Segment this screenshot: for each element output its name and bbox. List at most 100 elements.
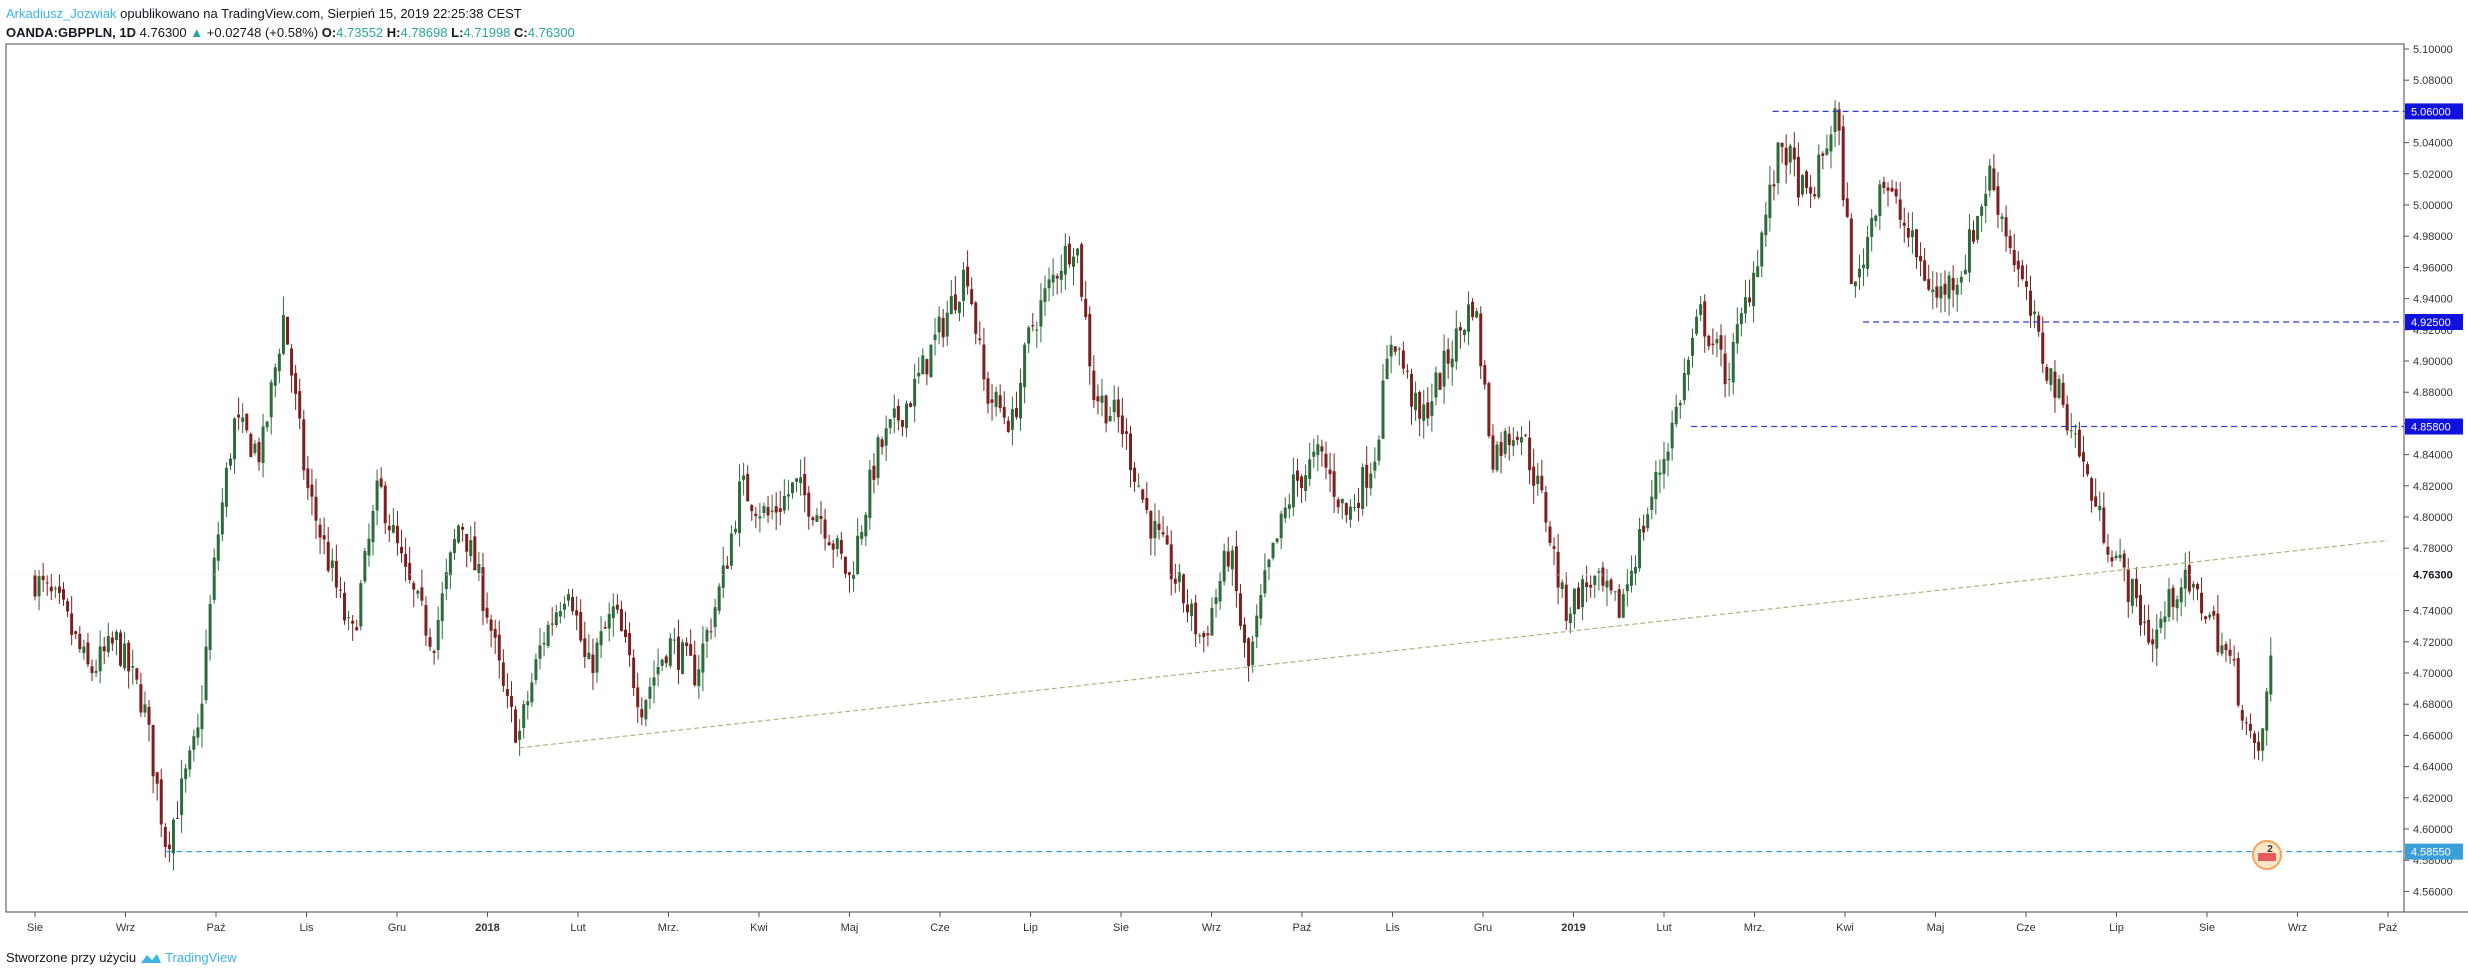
candle-body (1014, 408, 1018, 418)
time-axis[interactable]: Sie Wrz Paź Lis Gru 2018 Lut Mrz. Kwi Maj Cze Lip Si… (27, 912, 2397, 934)
candle-body (1695, 316, 1699, 334)
candle-body (1760, 232, 1764, 267)
candle-body (2037, 315, 2041, 332)
candle-body (1792, 147, 1796, 160)
level-price-label: 4.85800 (2411, 422, 2451, 434)
candle-body (1739, 313, 1743, 325)
candle-body (562, 603, 566, 610)
candle-body (102, 646, 106, 652)
candle-body (1605, 580, 1609, 588)
candle-body (1467, 304, 1471, 332)
candle-body (1772, 184, 1776, 187)
price-axis[interactable]: 5.10000 5.08000 5.06000 5.04000 5.02000 5.000… (2404, 44, 2453, 898)
tradingview-brand[interactable]: TradingView (140, 950, 237, 965)
candle-body (1063, 245, 1067, 275)
candle-body (575, 610, 579, 616)
candle-body (1568, 613, 1572, 624)
candle-body (591, 654, 595, 674)
candle-body (856, 535, 860, 575)
price-tick-label: 4.94000 (2413, 294, 2453, 306)
candle-body (929, 344, 933, 378)
candle-body (1642, 525, 1646, 533)
candle-body (558, 611, 562, 617)
candle-body (1291, 474, 1295, 508)
candle-body (522, 704, 526, 728)
candle-body (1788, 145, 1792, 163)
events-badge[interactable]: 2 (2252, 840, 2282, 870)
candle-body (632, 657, 636, 689)
candle-body (1002, 406, 1006, 418)
candle-body (167, 844, 171, 850)
candle-body (2041, 332, 2045, 364)
candle-body (1312, 451, 1316, 457)
candle-body (1283, 507, 1287, 519)
candle-body (2216, 613, 2220, 652)
candle-body (1743, 297, 1747, 314)
candle-body (1194, 602, 1198, 635)
candle-body (1658, 472, 1662, 475)
candle-body (1328, 469, 1332, 475)
candle-body (253, 443, 257, 453)
tradingview-logo-icon (141, 953, 162, 963)
candle-body (1984, 193, 1988, 207)
candle-body (1996, 186, 2000, 215)
candle-body (1914, 229, 1918, 258)
candle-body (1410, 373, 1414, 407)
candle-body (917, 372, 921, 377)
candle-body (395, 525, 399, 544)
candle-body (1536, 475, 1540, 485)
candle-body (2065, 404, 2069, 431)
candle-body (750, 505, 754, 512)
symbol-label[interactable]: OANDA:GBPPLN, 1D (6, 25, 137, 40)
candle-body (1487, 383, 1491, 437)
candle-body (1336, 499, 1340, 508)
author-link[interactable]: Arkadiusz_Jozwiak (6, 6, 117, 21)
candle-body (811, 517, 815, 521)
candle-body (1006, 420, 1010, 432)
candle-body (2204, 616, 2208, 620)
candle-body (1715, 339, 1719, 344)
candle-body (1919, 255, 1923, 262)
candle-body (428, 637, 432, 647)
candle-body (831, 543, 835, 550)
candle-body (1980, 206, 1984, 216)
candle-body (53, 588, 57, 590)
candle-body (1483, 365, 1487, 385)
candle-body (216, 534, 220, 561)
time-tick-label: Lip (2109, 922, 2124, 934)
last-price: 4.76300 (139, 25, 187, 40)
candle-body (1234, 546, 1238, 592)
candle-body (721, 565, 725, 588)
candle-body (45, 582, 49, 584)
candle-body (949, 296, 953, 315)
candle-body (1422, 404, 1426, 421)
time-tick-label: Lut (570, 922, 585, 934)
candle-body (941, 317, 945, 338)
candle-body (2163, 616, 2167, 623)
candle-body (371, 510, 375, 543)
candle-body (1780, 142, 1784, 147)
last-price-label: 4.76300 (2413, 570, 2453, 582)
candle-body (1365, 464, 1369, 488)
candle-body (1267, 559, 1271, 568)
candle-body (273, 367, 277, 386)
price-change: +0.02748 (+0.58%) (206, 25, 319, 40)
candle-body (1898, 199, 1902, 220)
candle-body (1381, 380, 1385, 439)
candle-body (1332, 471, 1336, 497)
candle-body (155, 772, 159, 784)
candle-body (1874, 215, 1878, 222)
candle-body (2200, 592, 2204, 614)
candle-body (1866, 236, 1870, 269)
candle-body (693, 654, 697, 686)
candle-body (1010, 409, 1014, 430)
candle-body (1560, 582, 1564, 590)
candle-body (1035, 329, 1039, 331)
candle-body (1458, 327, 1462, 331)
candle-body (2102, 507, 2106, 543)
candle-body (839, 540, 843, 554)
candle-body (180, 778, 184, 815)
candle-body (1324, 453, 1328, 468)
candle-body (595, 642, 599, 673)
